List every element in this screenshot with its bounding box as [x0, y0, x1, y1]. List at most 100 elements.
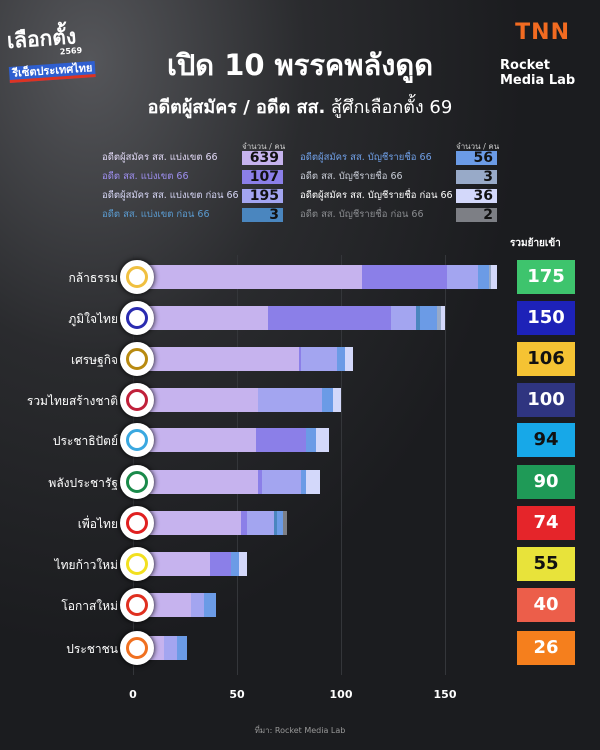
party-logo-mark: [126, 594, 148, 616]
tnn-logo: TNN: [515, 20, 570, 45]
bar-segment: [305, 428, 317, 452]
total-header: รวมย้ายเข้า: [510, 238, 561, 249]
party-logo-mark: [126, 553, 148, 575]
party-logo-mark: [126, 348, 148, 370]
bar-segment: [478, 265, 489, 289]
bar-segment: [316, 428, 329, 452]
legend-label: อดีตผู้สมัคร สส. บัญชีรายชื่อ 66: [300, 152, 432, 163]
source-note: ที่มา: Rocket Media Lab: [254, 726, 346, 735]
bar-segment: [133, 347, 300, 371]
bar-segment: [490, 265, 497, 289]
legend-value: 56: [456, 151, 497, 165]
bar-segment: [257, 388, 323, 412]
bar-segment: [241, 511, 248, 535]
party-label: เศรษฐกิจ: [71, 353, 118, 367]
bar-segment: [257, 470, 262, 494]
x-tick-label: 100: [329, 688, 353, 701]
x-tick-label: 50: [229, 688, 245, 701]
bar-segment: [488, 265, 491, 289]
total-badge: 90: [517, 465, 575, 499]
publisher-logo: Rocket Media Lab: [500, 58, 576, 88]
party-logo: [120, 383, 154, 417]
bar-segment: [239, 552, 248, 576]
page-title: เปิด 10 พรรคพลังดูด: [166, 48, 434, 82]
bar-segment: [274, 511, 277, 535]
bar-segment: [440, 306, 445, 330]
legend-unit-right: จำนวน / คน: [456, 142, 500, 151]
party-label: กล้าธรรม: [68, 271, 118, 285]
party-logo: [120, 423, 154, 457]
bar-segment: [203, 593, 217, 617]
bar-segment: [420, 306, 437, 330]
party-logo: [120, 465, 154, 499]
party-label: ประชาธิปัตย์: [52, 434, 118, 448]
bar-segment: [164, 636, 177, 660]
bar-segment: [133, 265, 362, 289]
bar-segment: [209, 552, 231, 576]
legend-value: 195: [242, 189, 283, 203]
bar-segment: [276, 511, 283, 535]
subtitle-b: สู้ศึกเลือกตั้ง 69: [325, 97, 453, 118]
legend-label: อดีต สส. บัญชีรายชื่อ ก่อน 66: [300, 209, 424, 220]
bar-segment: [336, 347, 346, 371]
legend-label: อดีตผู้สมัคร สส. บัญชีรายชื่อ ก่อน 66: [300, 190, 453, 201]
bar-segment: [282, 511, 287, 535]
party-logo-mark: [126, 266, 148, 288]
legend-value: 2: [456, 208, 497, 222]
total-badge: 26: [517, 631, 575, 665]
bar-segment: [133, 306, 269, 330]
bar-segment: [301, 347, 337, 371]
legend-unit-left: จำนวน / คน: [242, 142, 286, 151]
party-logo-mark: [126, 307, 148, 329]
bar-segment: [255, 428, 306, 452]
total-badge: 150: [517, 301, 575, 335]
party-logo: [120, 547, 154, 581]
legend-value: 36: [456, 189, 497, 203]
total-badge: 40: [517, 588, 575, 622]
x-tick-label: 150: [433, 688, 457, 701]
total-badge: 94: [517, 423, 575, 457]
total-badge: 175: [517, 260, 575, 294]
party-logo: [120, 631, 154, 665]
party-logo: [120, 260, 154, 294]
bar-segment: [176, 636, 188, 660]
legend-label: อดีตผู้สมัคร สส. แบ่งเขต ก่อน 66: [102, 190, 239, 201]
bar-segment: [436, 306, 441, 330]
party-label: ประชาชน: [66, 642, 118, 656]
party-logo-mark: [126, 429, 148, 451]
bar-segment: [361, 265, 448, 289]
total-badge: 55: [517, 547, 575, 581]
bar-segment: [332, 388, 341, 412]
total-badge: 100: [517, 383, 575, 417]
party-label: พลังประชารัฐ: [48, 476, 118, 490]
party-logo-mark: [126, 512, 148, 534]
party-logo-mark: [126, 637, 148, 659]
bar-segment: [447, 265, 479, 289]
bar-segment: [345, 347, 354, 371]
legend-value: 639: [242, 151, 283, 165]
party-label: เพื่อไทย: [77, 517, 118, 531]
legend-value: 107: [242, 170, 283, 184]
party-label: ภูมิใจไทย: [68, 312, 118, 326]
party-logo: [120, 588, 154, 622]
bar-segment: [247, 511, 275, 535]
party-logo: [120, 301, 154, 335]
bar-segment: [301, 470, 306, 494]
bar-segment: [415, 306, 421, 330]
legend-value: 3: [242, 208, 283, 222]
x-tick-label: 0: [129, 688, 137, 701]
legend-label: อดีต สส. แบ่งเขต 66: [102, 171, 189, 182]
subtitle-a: อดีตผู้สมัคร / อดีต สส.: [147, 97, 326, 118]
bar-segment: [299, 347, 302, 371]
bar-segment: [230, 552, 240, 576]
grid-line: [445, 255, 446, 675]
legend-label: อดีต สส. แบ่งเขต ก่อน 66: [102, 209, 210, 220]
legend-label: อดีตผู้สมัคร สส. แบ่งเขต 66: [102, 152, 218, 163]
bar-segment: [322, 388, 333, 412]
legend-value: 3: [456, 170, 497, 184]
party-logo-mark: [126, 471, 148, 493]
legend-label: อดีต สส. บัญชีรายชื่อ 66: [300, 171, 403, 182]
total-badge: 106: [517, 342, 575, 376]
party-label: ไทยก้าวใหม่: [54, 558, 118, 572]
party-logo: [120, 506, 154, 540]
